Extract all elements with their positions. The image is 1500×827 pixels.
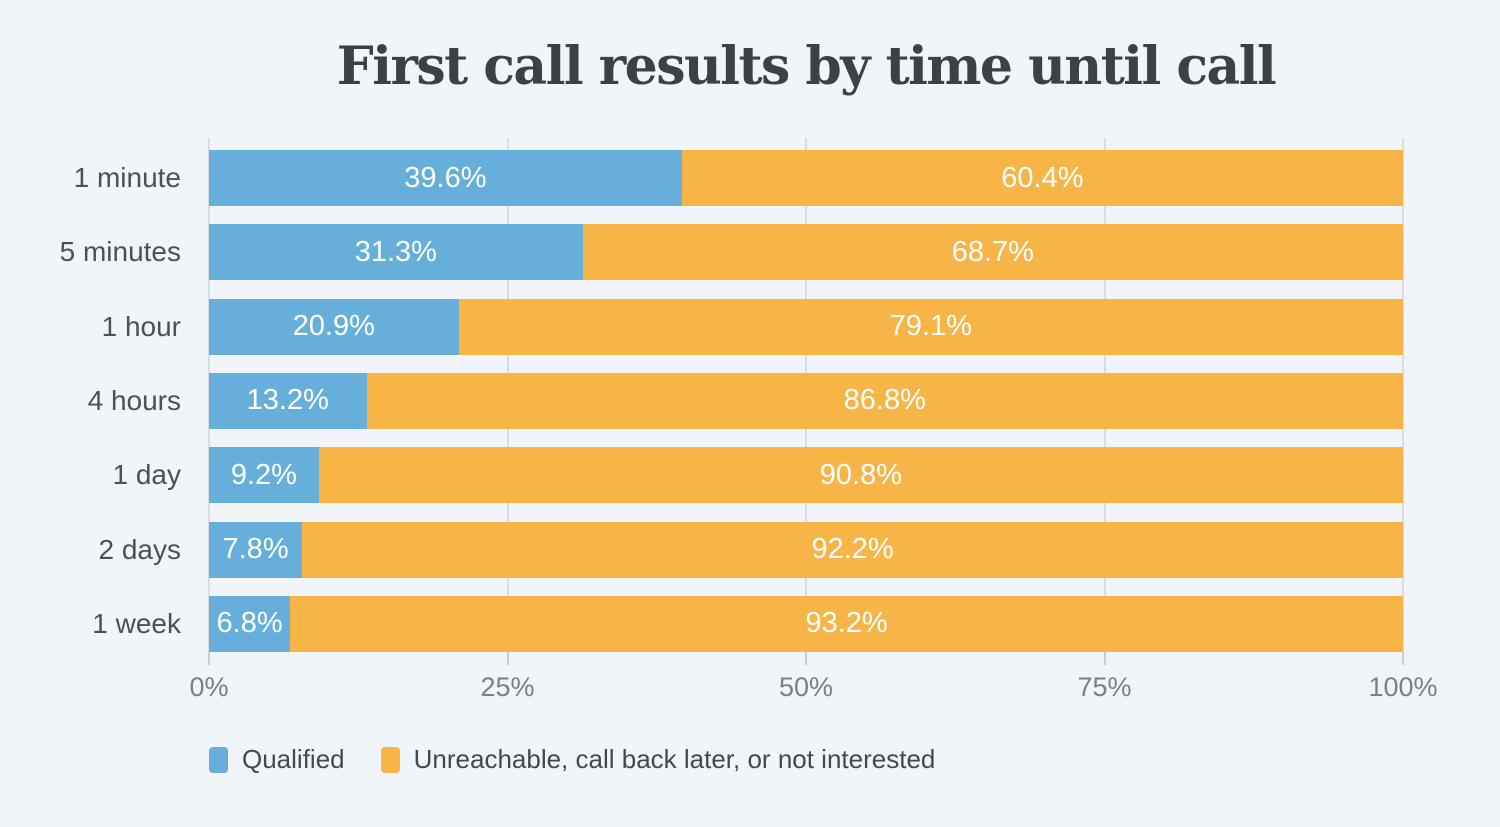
x-axis-label: 0%: [189, 672, 229, 702]
bar-value-label: 9.2%: [230, 458, 297, 491]
bar-value-label: 86.8%: [843, 384, 926, 417]
legend-label: Qualified: [242, 744, 345, 774]
bar-segment-unreachable: 92.2%: [302, 521, 1403, 578]
bar-value-label: 79.1%: [889, 310, 972, 343]
bar-value-label: 39.6%: [404, 161, 487, 194]
x-axis-label: 50%: [778, 672, 834, 702]
x-axis-tick: [805, 652, 807, 665]
x-axis-tick: [1402, 652, 1404, 665]
bar-segment-qualified: 9.2%: [209, 447, 319, 504]
category-label: 4 hours: [87, 384, 181, 416]
bar-row: 5 minutes 31.3% 68.7%: [60, 224, 1403, 281]
bar-row: 1 minute 39.6% 60.4%: [74, 150, 1403, 206]
bar-segment-unreachable: 79.1%: [458, 298, 1403, 355]
category-label: 1 hour: [101, 310, 181, 342]
legend: Qualified Unreachable, call back later, o…: [209, 744, 935, 775]
bar-segment-unreachable: 93.2%: [290, 595, 1403, 652]
bar-segment-qualified: 7.8%: [209, 521, 303, 578]
bar-segment-qualified: 20.9%: [209, 298, 459, 355]
x-axis-label: 75%: [1077, 672, 1132, 702]
legend-item-unreachable: Unreachable, call back later, or not int…: [380, 744, 936, 775]
bar-value-label: 31.3%: [354, 235, 437, 268]
chart-title: First call results by time until call: [336, 36, 1277, 97]
bar-segment-unreachable: 86.8%: [366, 372, 1403, 429]
category-label: 5 minutes: [59, 236, 181, 268]
bar-row: 1 day 9.2% 90.8%: [113, 447, 1403, 504]
category-label: 2 days: [98, 533, 182, 565]
bar-value-label: 93.2%: [805, 607, 888, 640]
bar-segment-qualified: 6.8%: [209, 595, 291, 652]
bar-value-label: 13.2%: [246, 384, 329, 417]
legend-swatch-qualified: [209, 746, 228, 773]
x-axis-label: 25%: [480, 672, 535, 702]
bar-value-label: 6.8%: [216, 607, 283, 640]
bar-segment-unreachable: 68.7%: [582, 224, 1403, 281]
bar-value-label: 68.7%: [951, 235, 1034, 268]
bar-value-label: 60.4%: [1001, 161, 1084, 194]
x-axis-tick: [1103, 652, 1106, 665]
bar-row: 4 hours 13.2% 86.8%: [88, 372, 1403, 429]
x-axis-tick: [208, 652, 210, 665]
bar-row: 1 hour 20.9% 79.1%: [102, 298, 1403, 355]
x-axis-tick: [506, 652, 509, 665]
bar-segment-unreachable: 60.4%: [681, 150, 1403, 206]
bar-segment-qualified: 39.6%: [209, 150, 682, 206]
gridline: [1402, 138, 1404, 652]
bar-value-label: 20.9%: [292, 310, 375, 343]
category-label: 1 day: [112, 459, 182, 491]
bar-value-label: 90.8%: [819, 458, 903, 491]
legend-item-qualified: Qualified: [209, 744, 345, 775]
bar-row: 1 week 6.8% 93.2%: [92, 595, 1403, 652]
legend-swatch-unreachable: [380, 746, 400, 773]
bar-segment-qualified: 31.3%: [209, 224, 583, 281]
bar-value-label: 7.8%: [222, 533, 289, 566]
bar-value-label: 92.2%: [811, 533, 894, 566]
legend-label: Unreachable, call back later, or not int…: [413, 744, 936, 774]
category-label: 1 week: [92, 607, 181, 639]
x-axis-label: 100%: [1368, 672, 1438, 702]
bar-row: 2 days 7.8% 92.2%: [99, 521, 1403, 578]
plot-area: 0% 25% 50% 75% 100% 1 minute 39.6% 60.4% 5 minut…: [60, 138, 1438, 702]
category-label: 1 minute: [73, 162, 181, 193]
bar-segment-qualified: 13.2%: [209, 372, 367, 429]
bar-segment-unreachable: 90.8%: [318, 447, 1403, 504]
